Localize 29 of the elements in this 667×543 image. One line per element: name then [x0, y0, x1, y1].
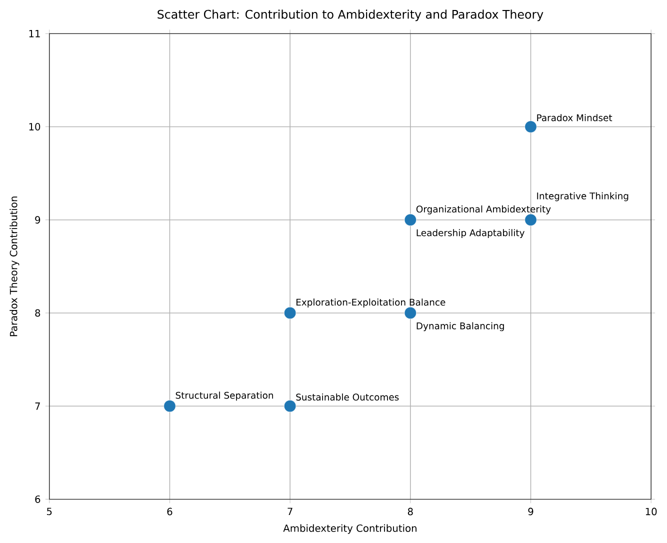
- annotation: Integrative Thinking: [537, 192, 628, 201]
- annotation: Structural Separation: [176, 391, 274, 400]
- y-tick-label: 8: [35, 309, 40, 316]
- y-tick-label: 11: [29, 30, 40, 37]
- y-tick-label: 10: [29, 122, 40, 130]
- annotation: Leadership Adaptability: [416, 228, 524, 238]
- point: [524, 120, 537, 133]
- chart-title: Scatter Chart: Contribution to Ambidexterity and Paradox Theory: [158, 9, 544, 21]
- point: [284, 400, 296, 412]
- x-tick-label: 5: [47, 508, 52, 515]
- x-axis-title: Ambidexterity Contribution: [283, 524, 416, 534]
- x-tick-label: 10: [646, 508, 657, 516]
- y-tick-label: 9: [35, 216, 40, 224]
- x-tick-label: 7: [288, 508, 292, 515]
- annotation: Sustainable Outcomes: [296, 393, 399, 400]
- point: [284, 306, 296, 319]
- annotation: Organizational Ambidexterity: [416, 205, 551, 214]
- x-tick-label: 9: [528, 508, 534, 516]
- y-axis-title: Paradox Theory Contribution: [10, 196, 20, 336]
- point: [524, 214, 537, 226]
- point: [164, 400, 176, 412]
- x-tick-label: 6: [167, 508, 172, 516]
- annotation: Paradox Mindset: [537, 114, 612, 121]
- point: [404, 306, 417, 319]
- annotation: Dynamic Balancing: [416, 322, 504, 331]
- y-tick-label: 7: [35, 402, 40, 410]
- x-tick-label: 8: [408, 508, 413, 516]
- annotation: Exploration-Exploitation Balance: [296, 298, 446, 308]
- y-tick-label: 6: [35, 495, 40, 503]
